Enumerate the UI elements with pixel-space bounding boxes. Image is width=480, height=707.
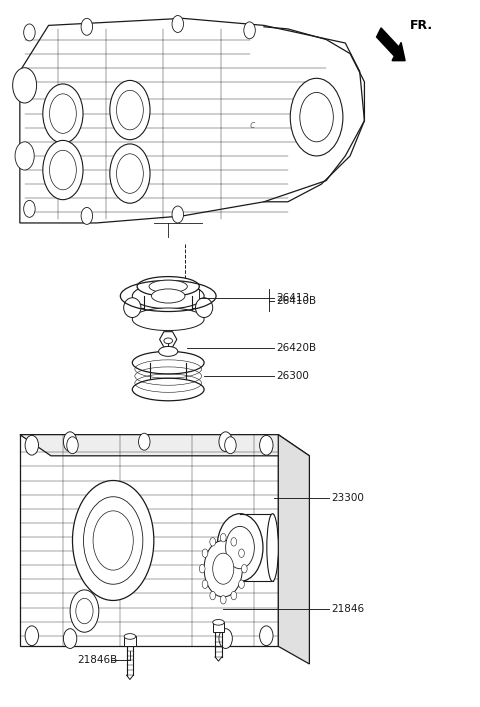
Text: 26300: 26300 [276,371,309,381]
Circle shape [199,564,205,573]
Circle shape [231,591,237,600]
Circle shape [172,206,183,223]
Bar [213,622,224,632]
Ellipse shape [149,280,187,293]
Circle shape [220,533,226,542]
Circle shape [24,24,35,41]
Bar [124,636,136,646]
Circle shape [49,94,76,134]
Circle shape [260,626,273,645]
Polygon shape [20,435,310,456]
Circle shape [110,81,150,140]
Text: 21846B: 21846B [77,655,118,665]
Ellipse shape [158,346,178,356]
Circle shape [210,591,216,600]
Circle shape [81,207,93,224]
Circle shape [12,68,36,103]
Circle shape [25,436,38,455]
Circle shape [63,432,77,452]
Circle shape [202,580,208,588]
Text: 26413: 26413 [276,293,309,303]
Circle shape [43,141,83,199]
Circle shape [225,437,236,454]
Circle shape [202,549,208,557]
Circle shape [43,84,83,144]
Circle shape [231,537,237,546]
Circle shape [81,18,93,35]
Ellipse shape [132,351,204,374]
Text: 26420B: 26420B [276,343,316,353]
Circle shape [241,564,247,573]
Polygon shape [20,435,278,646]
Ellipse shape [132,378,204,401]
Circle shape [204,540,242,597]
Bar [150,363,186,390]
Ellipse shape [124,298,141,317]
Circle shape [63,629,77,648]
Circle shape [117,154,144,193]
Bar [240,514,273,581]
Text: 23300: 23300 [331,493,364,503]
Ellipse shape [164,338,172,344]
Text: FR.: FR. [410,19,433,32]
Circle shape [219,432,232,452]
Circle shape [67,437,78,454]
Circle shape [244,22,255,39]
Ellipse shape [132,308,204,331]
Circle shape [226,527,254,568]
Polygon shape [20,18,364,223]
Circle shape [210,537,216,546]
Circle shape [117,90,144,130]
Circle shape [172,16,183,33]
Ellipse shape [132,284,204,309]
Circle shape [15,142,34,170]
Circle shape [239,549,244,557]
Circle shape [213,553,234,584]
Circle shape [290,78,343,156]
Circle shape [72,481,154,600]
Circle shape [110,144,150,203]
Circle shape [260,436,273,455]
Polygon shape [278,435,310,664]
Ellipse shape [267,514,278,581]
Circle shape [139,433,150,450]
Bar [144,296,192,320]
FancyArrow shape [376,28,405,61]
Ellipse shape [195,298,213,317]
Ellipse shape [124,633,136,639]
Ellipse shape [137,276,199,296]
Polygon shape [159,332,177,347]
Circle shape [25,626,38,645]
Circle shape [300,93,333,142]
Circle shape [24,200,35,217]
Circle shape [76,598,93,624]
Ellipse shape [152,289,185,303]
Text: 21846: 21846 [331,604,364,614]
Circle shape [217,514,263,581]
Circle shape [219,629,232,648]
Circle shape [70,590,99,632]
Circle shape [93,511,133,570]
Circle shape [84,497,143,584]
Text: c: c [250,119,255,129]
Text: 26410B: 26410B [276,296,316,305]
Circle shape [239,580,244,588]
Circle shape [49,151,76,189]
Ellipse shape [213,619,224,625]
Circle shape [220,595,226,604]
